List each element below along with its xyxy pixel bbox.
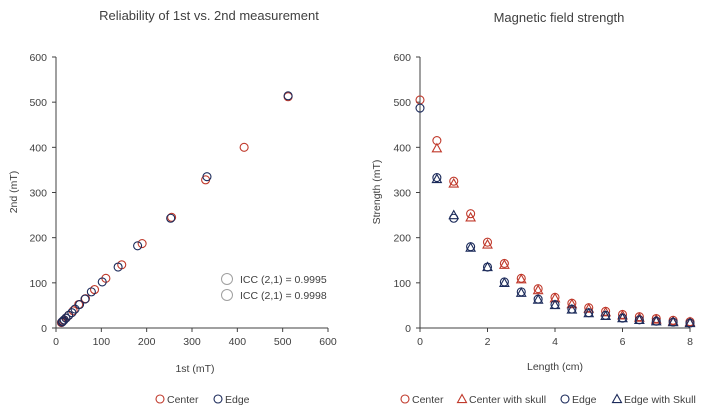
- data-point-center-with-skull: [431, 142, 443, 153]
- legend-marker-center-with-skull: [456, 393, 468, 404]
- legend-label: Edge: [225, 394, 250, 406]
- x-axis-label: 1st (mT): [175, 363, 214, 375]
- data-point-center: [466, 209, 476, 219]
- data-point-center-with-skull: [650, 313, 662, 324]
- y-tick-label: 200: [29, 233, 47, 245]
- data-point-center: [167, 212, 177, 222]
- annotation-marker: [221, 273, 233, 285]
- y-tick-label: 0: [405, 323, 411, 335]
- x-axis-label: Length (cm): [527, 361, 583, 373]
- data-point-center-with-skull: [532, 284, 544, 295]
- data-point-edge-with-skull: [633, 314, 645, 325]
- x-tick-label: 600: [319, 336, 337, 348]
- y-tick-label: 400: [29, 142, 47, 154]
- data-point-center-with-skull: [583, 302, 595, 313]
- y-tick-label: 300: [393, 188, 411, 200]
- data-point-edge-with-skull: [515, 287, 527, 297]
- data-point-center-with-skull: [515, 273, 527, 284]
- x-tick-label: 8: [687, 336, 693, 348]
- x-tick-label: 6: [620, 336, 626, 348]
- data-point-center: [239, 142, 249, 152]
- y-tick-label: 0: [41, 323, 47, 335]
- chart-magnetic-field: Magnetic field strength Length (cm) Stre…: [371, 10, 696, 406]
- data-point-edge-with-skull: [684, 317, 696, 328]
- x-tick-label: 2: [485, 336, 491, 348]
- data-point-edge: [97, 277, 107, 287]
- annotation-text: ICC (2,1) = 0.9998: [240, 290, 327, 302]
- annotation-marker: [221, 289, 233, 301]
- data-point-center: [137, 238, 147, 249]
- data-point-edge: [113, 262, 123, 272]
- data-point-edge-with-skull: [549, 299, 561, 310]
- data-point-edge: [133, 241, 143, 251]
- x-tick-label: 400: [229, 336, 247, 348]
- data-point-edge: [283, 91, 293, 101]
- y-tick-label: 100: [393, 278, 411, 290]
- data-point-edge: [67, 308, 77, 318]
- legend-marker-edge: [213, 394, 223, 404]
- data-point-edge-with-skull: [600, 310, 612, 320]
- legend-label: Center with skull: [469, 394, 546, 406]
- data-point-edge-with-skull: [566, 303, 578, 314]
- y-tick-label: 300: [29, 188, 47, 200]
- chart-reliability: Reliability of 1st vs. 2nd measurement 1…: [8, 8, 337, 406]
- x-tick-label: 100: [93, 336, 111, 348]
- y-tick-label: 500: [393, 97, 411, 109]
- legend-label: Edge with Skull: [624, 394, 696, 406]
- x-tick-label: 0: [417, 336, 423, 348]
- y-axis-label: Strength (mT): [371, 160, 383, 225]
- legend-label: Edge: [572, 394, 597, 406]
- y-tick-label: 200: [393, 233, 411, 245]
- data-point-edge-with-skull: [667, 316, 679, 327]
- x-tick-label: 4: [552, 336, 558, 348]
- x-tick-label: 500: [274, 336, 292, 348]
- legend-label: Center: [412, 394, 444, 406]
- legend-label: Center: [167, 394, 199, 406]
- data-point-edge-with-skull: [532, 293, 544, 304]
- data-point-center-with-skull: [566, 298, 578, 309]
- data-point-edge: [415, 103, 425, 113]
- data-point-center: [482, 237, 493, 247]
- data-point-center-with-skull: [549, 292, 561, 303]
- data-point-edge: [80, 294, 90, 304]
- legend-marker-center: [400, 394, 410, 404]
- data-point-edge-with-skull: [583, 307, 595, 318]
- data-point-center-with-skull: [498, 259, 510, 269]
- data-point-center-with-skull: [465, 211, 477, 222]
- y-tick-label: 600: [393, 52, 411, 64]
- annotation-text: ICC (2,1) = 0.9995: [240, 274, 327, 286]
- data-point-edge-with-skull: [482, 261, 493, 272]
- data-point-edge-with-skull: [498, 277, 510, 287]
- y-tick-label: 600: [29, 52, 47, 64]
- chart-title: Reliability of 1st vs. 2nd measurement: [99, 8, 319, 23]
- y-tick-label: 100: [29, 278, 47, 290]
- data-point-edge: [59, 315, 69, 325]
- data-point-center: [449, 176, 459, 186]
- x-tick-label: 300: [183, 336, 201, 348]
- y-tick-label: 400: [393, 142, 411, 154]
- y-tick-label: 500: [29, 97, 47, 109]
- data-point-edge-with-skull: [431, 173, 443, 184]
- chart-title: Magnetic field strength: [494, 10, 625, 25]
- data-point-center-with-skull: [633, 311, 645, 322]
- legend-marker-edge: [560, 394, 570, 404]
- x-tick-label: 0: [53, 336, 59, 348]
- y-axis-label: 2nd (mT): [8, 171, 20, 214]
- data-point-edge-with-skull: [448, 209, 460, 220]
- data-point-edge-with-skull: [650, 315, 662, 326]
- data-point-edge: [58, 316, 68, 326]
- x-tick-label: 200: [138, 336, 156, 348]
- legend-marker-center: [155, 394, 165, 404]
- data-point-edge-with-skull: [465, 241, 477, 252]
- data-point-edge: [202, 172, 212, 182]
- legend-marker-edge-with-skull: [611, 393, 623, 404]
- data-point-edge: [166, 213, 176, 223]
- data-point-center-with-skull: [448, 177, 460, 188]
- data-point-edge: [57, 317, 67, 327]
- data-point-edge: [86, 287, 96, 297]
- data-point-center-with-skull: [482, 238, 493, 249]
- data-point-edge-with-skull: [617, 312, 628, 323]
